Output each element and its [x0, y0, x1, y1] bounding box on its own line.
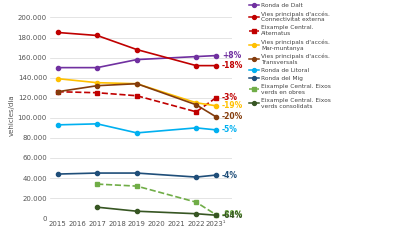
Legend: Ronda de Dalt, Vies principals d'accés.
Connectivitat externa, Eixample Central.: Ronda de Dalt, Vies principals d'accés. …: [248, 3, 330, 109]
Text: -19%: -19%: [221, 101, 242, 110]
Text: -20%: -20%: [221, 112, 242, 121]
Text: +8%: +8%: [221, 51, 241, 60]
Text: -18%: -18%: [221, 61, 243, 70]
Text: -3%: -3%: [221, 93, 237, 102]
Text: -89%: -89%: [221, 210, 243, 219]
Text: -4%: -4%: [221, 171, 237, 180]
Text: -5%: -5%: [221, 125, 237, 134]
Y-axis label: vehicles/dia: vehicles/dia: [9, 94, 15, 136]
Text: -64%: -64%: [221, 211, 242, 220]
